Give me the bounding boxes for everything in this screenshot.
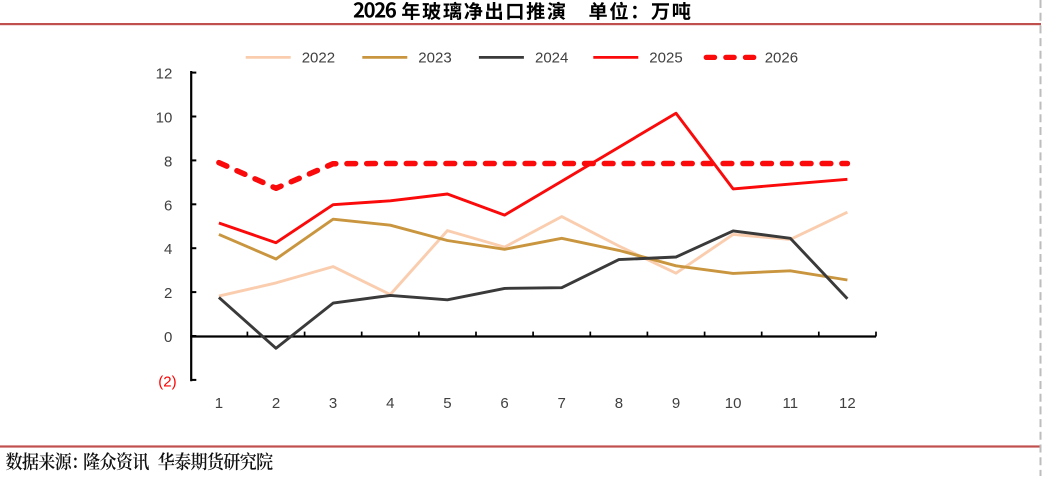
svg-text:6: 6: [500, 395, 508, 412]
svg-text:2023: 2023: [418, 49, 451, 66]
svg-text:8: 8: [164, 153, 172, 170]
svg-text:10: 10: [156, 110, 173, 127]
svg-text:12: 12: [839, 395, 856, 412]
svg-text:8: 8: [615, 395, 623, 412]
svg-text:2: 2: [164, 285, 172, 302]
svg-text:0: 0: [164, 329, 172, 346]
svg-text:2022: 2022: [302, 49, 335, 66]
svg-text:2: 2: [272, 395, 280, 412]
svg-text:2026: 2026: [765, 49, 798, 66]
svg-text:1: 1: [215, 395, 223, 412]
svg-text:5: 5: [443, 395, 451, 412]
svg-text:6: 6: [164, 197, 172, 214]
svg-text:4: 4: [386, 395, 394, 412]
svg-text:10: 10: [725, 395, 742, 412]
svg-text:3: 3: [329, 395, 337, 412]
svg-text:11: 11: [783, 395, 799, 412]
svg-text:4: 4: [164, 241, 172, 258]
svg-text:7: 7: [558, 395, 566, 412]
svg-text:2025: 2025: [649, 49, 682, 66]
svg-text:(2): (2): [158, 373, 176, 390]
svg-text:9: 9: [672, 395, 680, 412]
svg-text:12: 12: [156, 66, 173, 83]
svg-text:2024: 2024: [535, 49, 568, 66]
